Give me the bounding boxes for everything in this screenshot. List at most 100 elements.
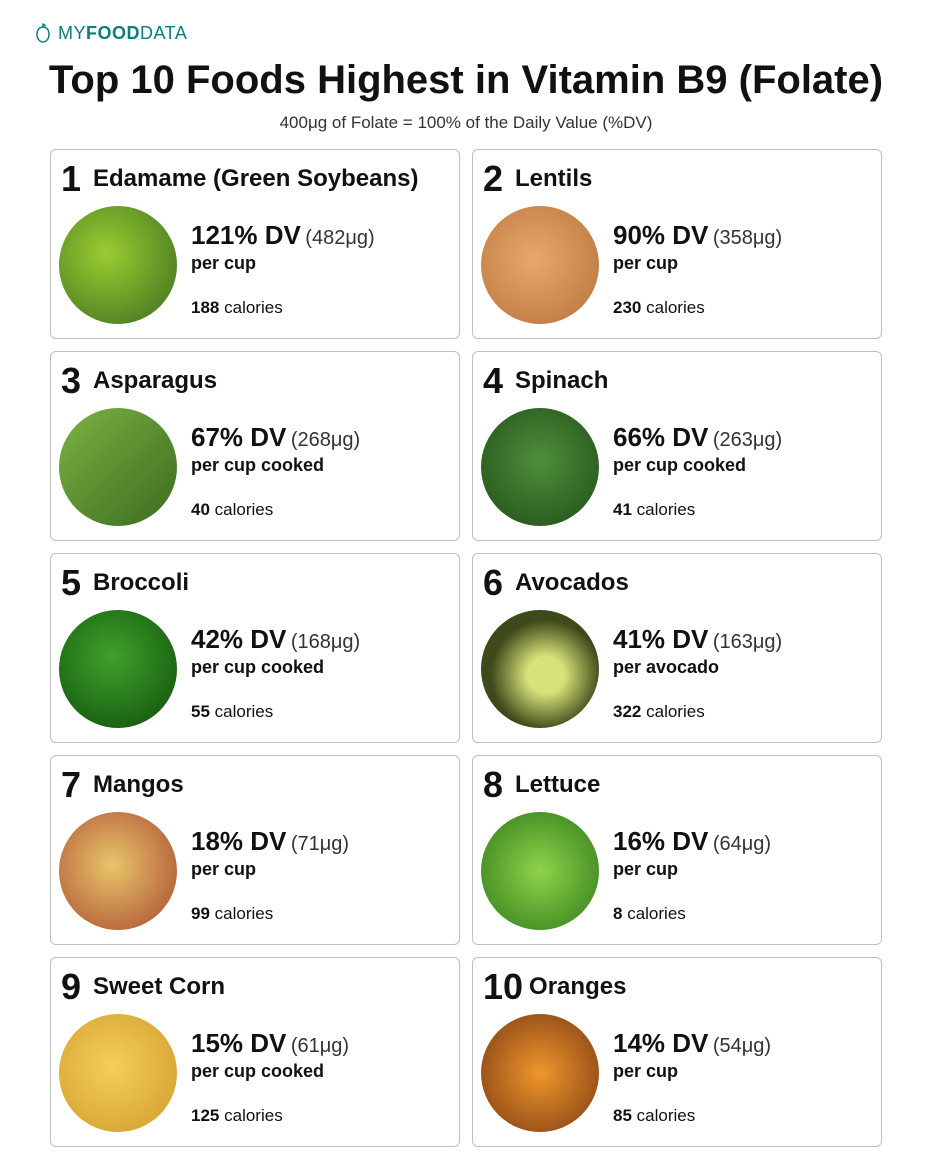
food-image <box>481 610 599 728</box>
food-rank: 6 <box>483 562 509 604</box>
food-grid: 1 Edamame (Green Soybeans) 121% DV (482μ… <box>0 149 932 1167</box>
food-image <box>481 812 599 930</box>
calorie-word: calories <box>646 702 705 721</box>
food-image <box>481 206 599 324</box>
calorie-line: 125 calories <box>191 1106 349 1126</box>
page-subtitle: 400μg of Folate = 100% of the Daily Valu… <box>0 113 932 133</box>
calorie-number: 99 <box>191 904 210 923</box>
dv-amount: (54μg) <box>713 1035 771 1057</box>
food-info: 121% DV (482μg) per cup 188 calories <box>191 206 375 318</box>
card-header: 7 Mangos <box>51 764 447 806</box>
dv-line: 14% DV (54μg) <box>613 1028 771 1059</box>
food-card: 2 Lentils 90% DV (358μg) per cup 230 cal… <box>472 149 882 339</box>
food-card: 1 Edamame (Green Soybeans) 121% DV (482μ… <box>50 149 460 339</box>
calorie-word: calories <box>224 1106 283 1125</box>
dv-percent: 16% DV <box>613 826 708 856</box>
food-image <box>59 812 177 930</box>
card-header: 5 Broccoli <box>51 562 447 604</box>
card-body: 90% DV (358μg) per cup 230 calories <box>473 206 869 324</box>
card-body: 67% DV (268μg) per cup cooked 40 calorie… <box>51 408 447 526</box>
dv-amount: (163μg) <box>713 631 782 653</box>
dv-line: 16% DV (64μg) <box>613 826 771 857</box>
calorie-number: 8 <box>613 904 622 923</box>
dv-line: 121% DV (482μg) <box>191 220 375 251</box>
food-card: 5 Broccoli 42% DV (168μg) per cup cooked… <box>50 553 460 743</box>
card-body: 14% DV (54μg) per cup 85 calories <box>473 1014 869 1132</box>
food-info: 42% DV (168μg) per cup cooked 55 calorie… <box>191 610 360 722</box>
serving-size: per cup cooked <box>613 455 782 476</box>
dv-line: 41% DV (163μg) <box>613 624 782 655</box>
dv-amount: (64μg) <box>713 833 771 855</box>
calorie-line: 230 calories <box>613 298 782 318</box>
site-logo[interactable]: MYFOODDATA <box>0 0 932 44</box>
food-name: Mangos <box>93 771 184 799</box>
serving-size: per cup <box>613 859 771 880</box>
calorie-word: calories <box>215 904 274 923</box>
food-name: Asparagus <box>93 367 217 395</box>
calorie-number: 188 <box>191 298 219 317</box>
serving-size: per cup cooked <box>191 455 360 476</box>
food-rank: 5 <box>61 562 87 604</box>
food-card: 4 Spinach 66% DV (263μg) per cup cooked … <box>472 351 882 541</box>
serving-size: per cup <box>613 253 782 274</box>
dv-percent: 14% DV <box>613 1028 708 1058</box>
food-info: 67% DV (268μg) per cup cooked 40 calorie… <box>191 408 360 520</box>
food-name: Spinach <box>515 367 608 395</box>
dv-line: 42% DV (168μg) <box>191 624 360 655</box>
card-body: 41% DV (163μg) per avocado 322 calories <box>473 610 869 728</box>
calorie-line: 85 calories <box>613 1106 771 1126</box>
calorie-number: 41 <box>613 500 632 519</box>
serving-size: per cup cooked <box>191 1061 349 1082</box>
serving-size: per cup cooked <box>191 657 360 678</box>
food-rank: 1 <box>61 158 87 200</box>
food-image <box>59 1014 177 1132</box>
food-info: 41% DV (163μg) per avocado 322 calories <box>613 610 782 722</box>
card-header: 10 Oranges <box>473 966 869 1008</box>
logo-text: MYFOODDATA <box>58 23 187 44</box>
food-name: Lettuce <box>515 771 600 799</box>
dv-percent: 15% DV <box>191 1028 286 1058</box>
food-card: 7 Mangos 18% DV (71μg) per cup 99 calori… <box>50 755 460 945</box>
calorie-line: 41 calories <box>613 500 782 520</box>
dv-percent: 67% DV <box>191 422 286 452</box>
calorie-number: 322 <box>613 702 641 721</box>
card-header: 3 Asparagus <box>51 360 447 402</box>
calorie-number: 40 <box>191 500 210 519</box>
dv-line: 90% DV (358μg) <box>613 220 782 251</box>
dv-percent: 41% DV <box>613 624 708 654</box>
card-header: 8 Lettuce <box>473 764 869 806</box>
food-rank: 4 <box>483 360 509 402</box>
dv-percent: 121% DV <box>191 220 301 250</box>
food-info: 14% DV (54μg) per cup 85 calories <box>613 1014 771 1126</box>
food-rank: 10 <box>483 966 523 1008</box>
dv-percent: 66% DV <box>613 422 708 452</box>
calorie-line: 99 calories <box>191 904 349 924</box>
calorie-number: 230 <box>613 298 641 317</box>
food-card: 8 Lettuce 16% DV (64μg) per cup 8 calori… <box>472 755 882 945</box>
card-body: 121% DV (482μg) per cup 188 calories <box>51 206 447 324</box>
food-info: 66% DV (263μg) per cup cooked 41 calorie… <box>613 408 782 520</box>
card-body: 42% DV (168μg) per cup cooked 55 calorie… <box>51 610 447 728</box>
food-card: 6 Avocados 41% DV (163μg) per avocado 32… <box>472 553 882 743</box>
calorie-line: 322 calories <box>613 702 782 722</box>
dv-amount: (358μg) <box>713 227 782 249</box>
card-header: 4 Spinach <box>473 360 869 402</box>
page-title: Top 10 Foods Highest in Vitamin B9 (Fola… <box>0 58 932 103</box>
food-image <box>481 1014 599 1132</box>
food-rank: 3 <box>61 360 87 402</box>
serving-size: per cup <box>613 1061 771 1082</box>
calorie-number: 55 <box>191 702 210 721</box>
food-name: Avocados <box>515 569 629 597</box>
dv-percent: 18% DV <box>191 826 286 856</box>
card-body: 16% DV (64μg) per cup 8 calories <box>473 812 869 930</box>
food-image <box>59 206 177 324</box>
serving-size: per avocado <box>613 657 782 678</box>
card-body: 15% DV (61μg) per cup cooked 125 calorie… <box>51 1014 447 1132</box>
food-info: 18% DV (71μg) per cup 99 calories <box>191 812 349 924</box>
calorie-word: calories <box>215 500 274 519</box>
logo-icon <box>34 22 52 44</box>
food-card: 10 Oranges 14% DV (54μg) per cup 85 calo… <box>472 957 882 1147</box>
card-header: 2 Lentils <box>473 158 869 200</box>
calorie-word: calories <box>627 904 686 923</box>
food-card: 3 Asparagus 67% DV (268μg) per cup cooke… <box>50 351 460 541</box>
